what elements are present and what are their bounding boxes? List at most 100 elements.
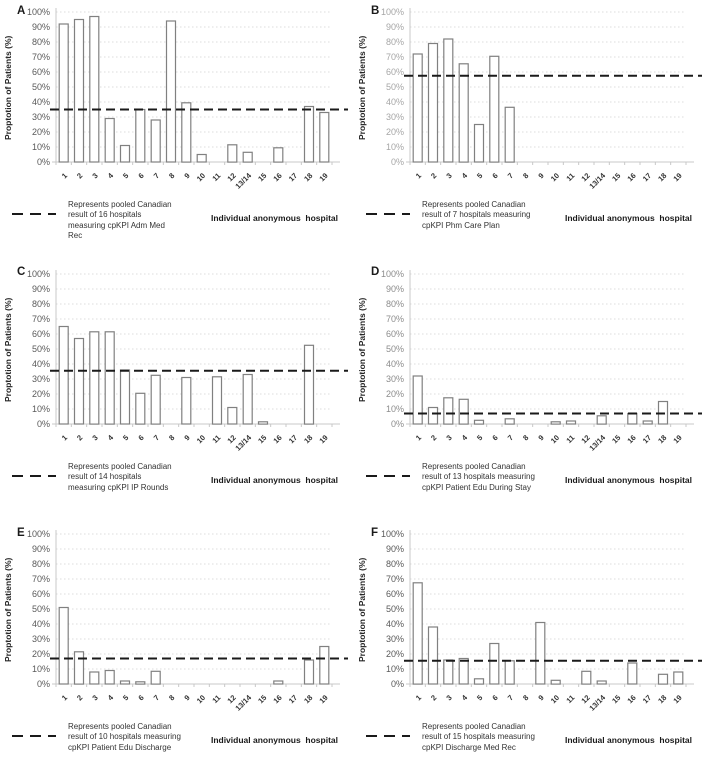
panel-e-footer: Represents pooled Canadian result of 10 …	[0, 722, 354, 753]
pooled-line-legend: Represents pooled Canadian result of 10 …	[68, 722, 181, 752]
svg-text:100%: 100%	[27, 529, 50, 539]
panel-e-chart-area: Proptotion of Patients (%) 0% 10% 20% 30% 40…	[0, 524, 354, 722]
svg-text:3: 3	[444, 433, 453, 442]
svg-text:20%: 20%	[386, 127, 404, 137]
svg-text:7: 7	[152, 693, 161, 702]
svg-text:8: 8	[521, 433, 530, 442]
panel-b: B Proptotion of Patients (%) 0% 10% 20% 30%…	[354, 0, 708, 250]
svg-text:18: 18	[302, 693, 314, 705]
svg-text:10: 10	[195, 433, 207, 445]
svg-text:90%: 90%	[386, 22, 404, 32]
svg-text:90%: 90%	[32, 22, 50, 32]
svg-text:15: 15	[256, 693, 268, 705]
pooled-line-legend: Represents pooled Canadian result of 15 …	[422, 722, 535, 752]
panel-f-plot: 0% 10% 20% 30% 40% 50% 60% 70% 80% 90% 100% 1 2 3 4 5 6 7…	[354, 524, 704, 722]
svg-text:9: 9	[182, 171, 191, 180]
svg-text:30%: 30%	[32, 634, 50, 644]
svg-text:90%: 90%	[32, 284, 50, 294]
svg-text:3: 3	[90, 693, 99, 702]
svg-text:10%: 10%	[32, 404, 50, 414]
panel-d-letter: D	[371, 266, 380, 278]
svg-text:11: 11	[564, 693, 576, 705]
svg-text:10%: 10%	[386, 664, 404, 674]
svg-text:8: 8	[521, 693, 530, 702]
x-axis-title: Individual anonymous hospital	[210, 735, 338, 745]
svg-text:50%: 50%	[386, 604, 404, 614]
panel-b-footer: Represents pooled Canadian result of 7 h…	[354, 200, 708, 231]
svg-text:19: 19	[317, 171, 329, 183]
panel-c-chart-area: Proptotion of Patients (%) 0% 10% 20% 30% 40…	[0, 264, 354, 462]
svg-text:4: 4	[106, 692, 116, 702]
svg-text:19: 19	[317, 693, 329, 705]
svg-text:10: 10	[549, 171, 561, 183]
pooled-line-sample-icon	[366, 208, 410, 220]
svg-text:8: 8	[167, 433, 176, 442]
pooled-line-sample-icon	[366, 730, 410, 742]
svg-text:7: 7	[506, 693, 515, 702]
svg-text:90%: 90%	[32, 544, 50, 554]
panel-d: D Proptotion of Patients (%) 0% 10% 20% 30%…	[354, 250, 708, 520]
svg-text:18: 18	[656, 171, 668, 183]
svg-text:4: 4	[460, 692, 470, 702]
svg-text:70%: 70%	[386, 574, 404, 584]
svg-text:1: 1	[60, 171, 69, 180]
svg-text:18: 18	[302, 433, 314, 445]
svg-text:11: 11	[564, 171, 576, 183]
svg-text:30%: 30%	[32, 112, 50, 122]
svg-text:80%: 80%	[386, 37, 404, 47]
svg-text:1: 1	[60, 433, 69, 442]
svg-text:17: 17	[287, 693, 299, 705]
svg-text:11: 11	[210, 171, 222, 183]
svg-text:4: 4	[460, 432, 470, 442]
panel-c-letter: C	[17, 266, 26, 278]
svg-text:15: 15	[610, 693, 622, 705]
panel-b-letter: B	[371, 5, 380, 17]
panel-a-letter: A	[17, 5, 26, 17]
bar-chart-svg: 0% 10% 20% 30% 40% 50% 60% 70% 80% 90% 100% 1 2 3 4 5 6 7…	[381, 529, 702, 713]
svg-text:6: 6	[490, 693, 499, 702]
svg-text:60%: 60%	[32, 67, 50, 77]
y-axis-title: Proptotion of Patients (%)	[357, 557, 367, 663]
svg-text:1: 1	[60, 693, 69, 702]
pooled-line-sample-icon	[12, 208, 56, 220]
x-axis-title: Individual anonymous hospital	[564, 213, 692, 223]
svg-text:70%: 70%	[386, 52, 404, 62]
panel-d-footer: Represents pooled Canadian result of 13 …	[354, 462, 708, 493]
bar-chart-svg: 0% 10% 20% 30% 40% 50% 60% 70% 80% 90% 100% 1 2 3 4 5 6 7…	[27, 269, 348, 453]
svg-text:5: 5	[475, 693, 484, 702]
svg-text:60%: 60%	[32, 329, 50, 339]
svg-text:4: 4	[106, 432, 116, 442]
svg-text:80%: 80%	[32, 299, 50, 309]
svg-text:9: 9	[536, 693, 545, 702]
x-axis-title: Individual anonymous hospital	[564, 475, 692, 485]
svg-text:15: 15	[256, 433, 268, 445]
bar-chart-svg: 0% 10% 20% 30% 40% 50% 60% 70% 80% 90% 100% 1 2 3 4 5 6 7…	[27, 529, 348, 713]
svg-text:16: 16	[625, 433, 637, 445]
svg-text:80%: 80%	[386, 299, 404, 309]
panel-f-chart-area: Proptotion of Patients (%) 0% 10% 20% 30% 40…	[354, 524, 708, 722]
panel-a: A Proptotion of Patients (%) 0% 10% 20% 30%…	[0, 0, 354, 250]
svg-text:17: 17	[641, 693, 653, 705]
svg-text:2: 2	[75, 433, 84, 442]
svg-text:10: 10	[549, 693, 561, 705]
panel-a-plot: 0% 10% 20% 30% 40% 50% 60% 70% 80% 90% 100% 1 2 3 4 5 6 7…	[0, 2, 350, 200]
svg-text:2: 2	[75, 693, 84, 702]
y-axis-title: Proptotion of Patients (%)	[3, 35, 13, 141]
svg-text:70%: 70%	[32, 574, 50, 584]
svg-text:16: 16	[271, 433, 283, 445]
svg-text:2: 2	[429, 433, 438, 442]
svg-text:40%: 40%	[32, 619, 50, 629]
svg-text:13/14: 13/14	[233, 170, 253, 190]
svg-text:16: 16	[271, 171, 283, 183]
svg-text:3: 3	[90, 433, 99, 442]
svg-text:7: 7	[506, 171, 515, 180]
svg-text:10%: 10%	[32, 142, 50, 152]
svg-text:4: 4	[460, 170, 470, 180]
svg-text:19: 19	[671, 433, 683, 445]
svg-text:13/14: 13/14	[587, 170, 607, 190]
svg-text:60%: 60%	[386, 329, 404, 339]
svg-text:7: 7	[506, 433, 515, 442]
svg-text:30%: 30%	[386, 112, 404, 122]
svg-text:2: 2	[429, 171, 438, 180]
svg-text:10%: 10%	[32, 664, 50, 674]
